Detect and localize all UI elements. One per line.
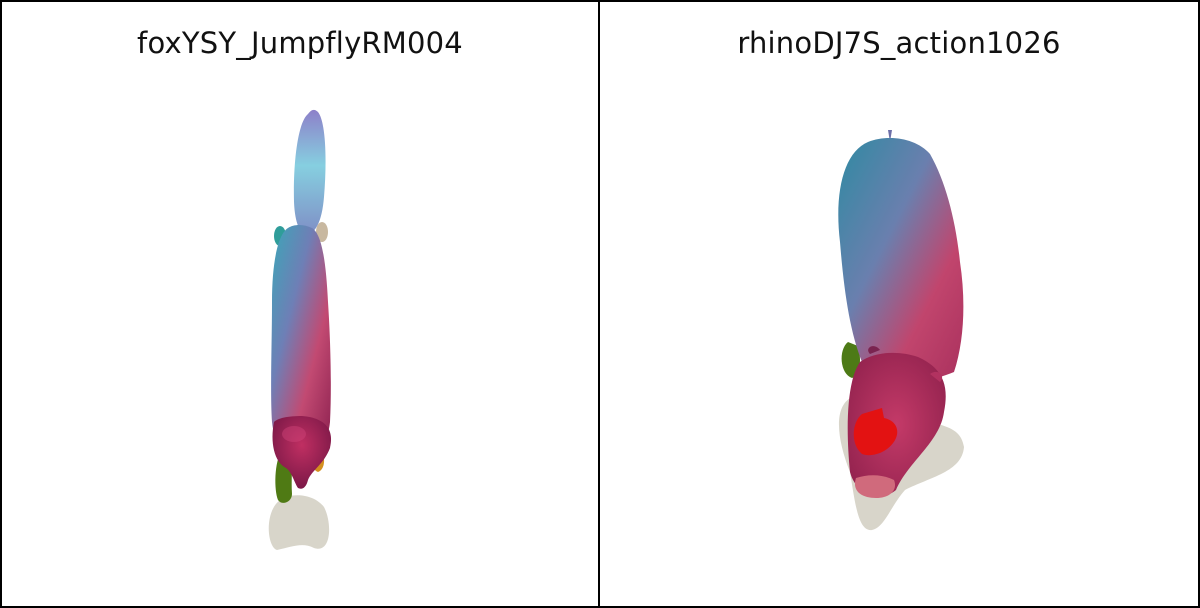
head [272, 416, 332, 489]
leg-green [841, 342, 860, 378]
horn [853, 408, 898, 456]
panel-title: foxYSY_JumpflyRM004 [137, 26, 463, 60]
head [847, 352, 946, 496]
tail [293, 109, 326, 234]
fox-model-render [268, 109, 332, 550]
rhino-model-render [838, 130, 964, 531]
body [271, 225, 331, 457]
head-highlight [282, 426, 306, 442]
ear-left [868, 346, 880, 354]
tail [888, 130, 892, 142]
panel-title: rhinoDJ7S_action1026 [737, 26, 1061, 60]
ear-right [316, 222, 328, 242]
body [838, 138, 964, 383]
shadow [268, 495, 330, 550]
ear-right [930, 371, 943, 382]
snout [854, 475, 896, 498]
panel-rhino: rhinoDJ7S_action1026 [600, 2, 1198, 606]
panel-fox: foxYSY_JumpflyRM004 [2, 2, 600, 606]
